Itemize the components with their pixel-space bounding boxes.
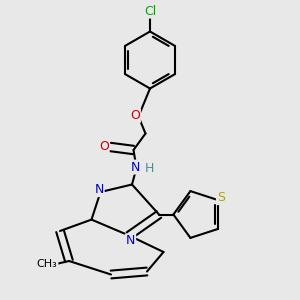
Text: CH₃: CH₃ [37, 259, 58, 269]
Text: N: N [94, 183, 104, 196]
Text: H: H [145, 162, 154, 176]
Text: O: O [130, 109, 140, 122]
Text: N: N [126, 234, 135, 248]
Text: O: O [99, 140, 109, 154]
Text: S: S [217, 191, 225, 204]
Text: Cl: Cl [144, 4, 156, 18]
Text: N: N [130, 160, 140, 174]
